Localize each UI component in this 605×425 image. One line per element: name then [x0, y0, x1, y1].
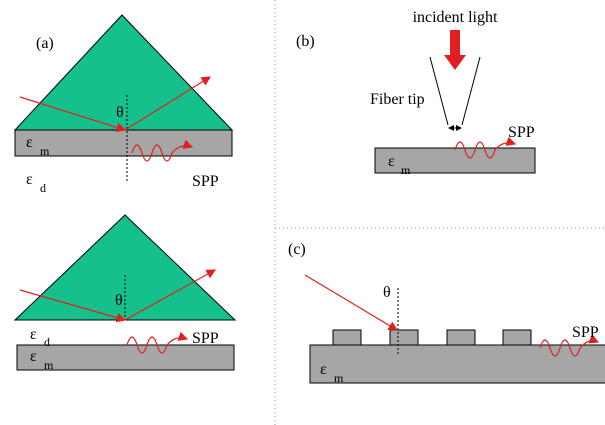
fiber-wall	[462, 57, 480, 125]
subscript: m	[40, 144, 50, 158]
spp-label: SPP	[508, 124, 535, 141]
incident-label: incident light	[413, 9, 498, 26]
grating	[333, 330, 361, 345]
diagram: (a) θ ε m ε d SPP θ ε d ε m SPP (b) inci…	[0, 0, 605, 425]
angle: θ	[115, 292, 123, 309]
subscript: d	[40, 181, 46, 195]
epsilon: ε	[320, 361, 327, 378]
light-arrow	[444, 30, 466, 70]
panel-label: (c)	[288, 241, 306, 258]
epsilon: ε	[30, 348, 37, 365]
panel-label: (a)	[36, 35, 54, 52]
epsilon: ε	[388, 153, 395, 170]
grating	[390, 330, 418, 345]
subscript: m	[44, 358, 54, 372]
spp-label: SPP	[572, 324, 599, 341]
subscript: m	[334, 371, 344, 385]
subscript: m	[401, 163, 411, 177]
metal-film	[375, 148, 535, 173]
epsilon: ε	[26, 171, 33, 188]
spp-label: SPP	[192, 330, 219, 347]
fiber-label: Fiber tip	[370, 91, 425, 108]
angle: θ	[116, 104, 124, 121]
panel-label: (b)	[296, 33, 315, 50]
fiber-wall	[430, 57, 448, 125]
spp-label: SPP	[192, 173, 219, 190]
angle: θ	[383, 284, 391, 301]
grating	[503, 330, 531, 345]
subscript: d	[44, 335, 50, 349]
epsilon: ε	[30, 326, 37, 343]
grating	[447, 330, 475, 345]
metal-film	[310, 345, 605, 383]
epsilon: ε	[26, 134, 33, 151]
